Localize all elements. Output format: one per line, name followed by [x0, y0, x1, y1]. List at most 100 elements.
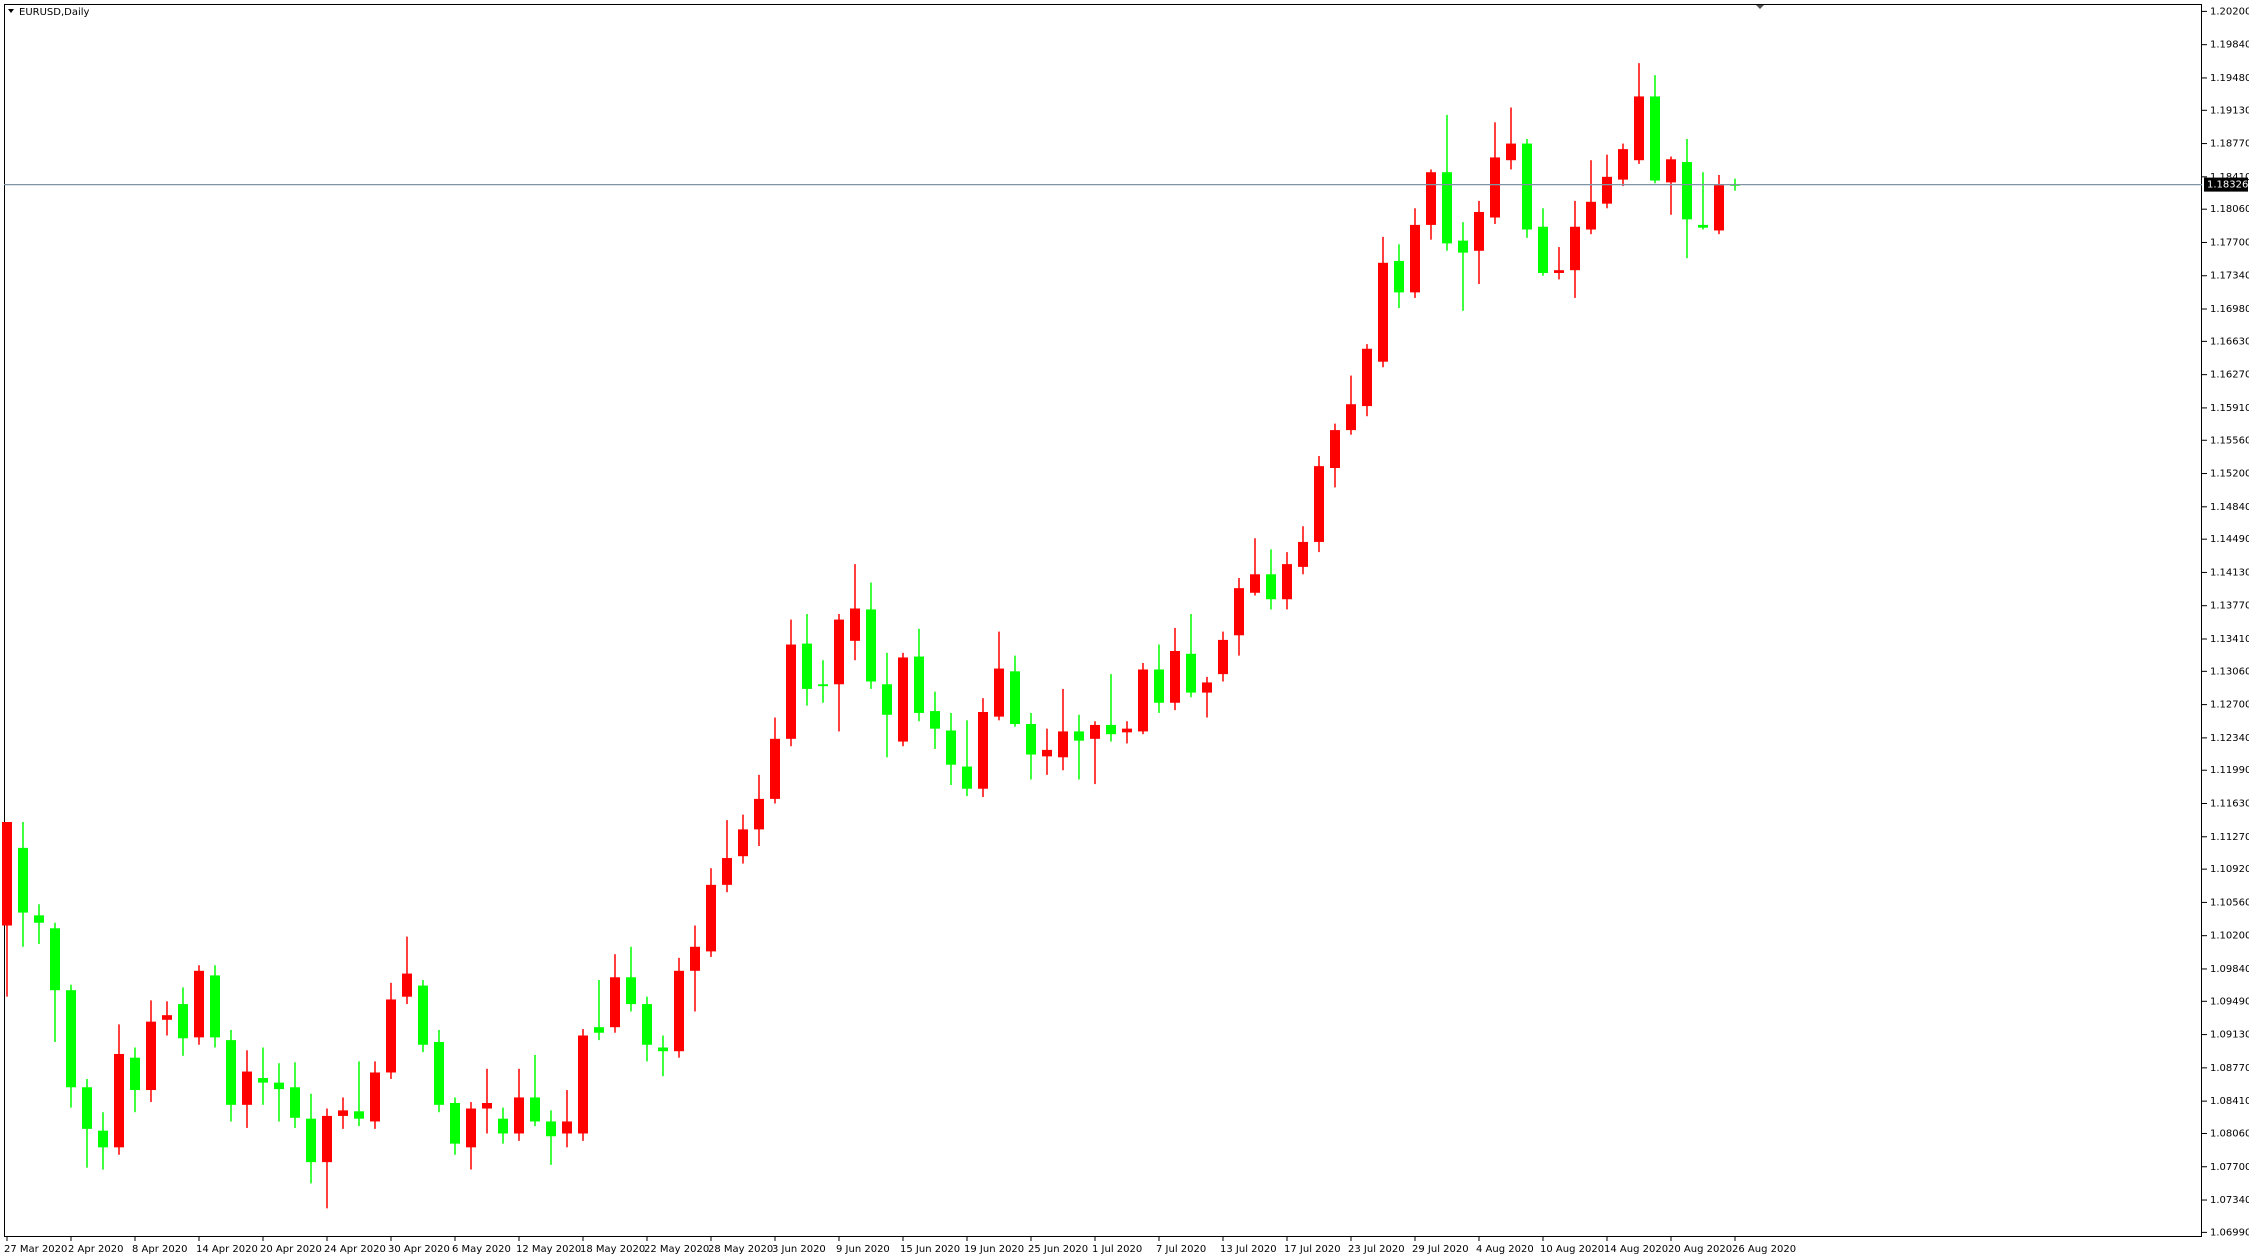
shift-marker[interactable] — [1756, 5, 1764, 9]
x-tick-label: 22 May 2020 — [644, 1244, 709, 1255]
candle-body — [1410, 224, 1420, 293]
candle-body — [578, 1035, 588, 1134]
y-tick-label: 1.08060 — [2210, 1128, 2249, 1139]
candle-body — [1698, 224, 1708, 228]
candle-body — [882, 684, 892, 715]
candle-body — [898, 657, 908, 742]
candle-body — [1202, 682, 1212, 693]
candle-body — [258, 1078, 268, 1083]
candle-body — [66, 990, 76, 1088]
y-tick-label: 1.15910 — [2210, 403, 2249, 414]
candle-body — [1362, 348, 1372, 407]
candle-body — [1346, 404, 1356, 431]
candle-body — [1314, 466, 1324, 542]
candle-body — [34, 915, 44, 923]
y-tick-label: 1.19130 — [2210, 105, 2249, 116]
candle-body — [1282, 564, 1292, 600]
y-tick-label: 1.11990 — [2210, 765, 2249, 776]
candle-body — [434, 1041, 444, 1105]
candle-body — [1618, 149, 1628, 180]
candle-body — [322, 1115, 332, 1163]
candle-body — [1138, 669, 1148, 732]
x-tick-label: 26 Aug 2020 — [1732, 1244, 1796, 1255]
candle-body — [1426, 172, 1436, 225]
x-tick-label: 2 Apr 2020 — [68, 1244, 123, 1255]
candle-body — [914, 656, 924, 713]
candle-body — [1026, 724, 1036, 755]
candle-body — [978, 712, 988, 789]
candle-body — [802, 643, 812, 689]
y-tick-label: 1.06990 — [2210, 1227, 2249, 1238]
candle-body — [1122, 728, 1132, 733]
candle-body — [466, 1108, 476, 1148]
chart-title: EURUSD,Daily — [19, 7, 90, 18]
candle-body — [1394, 260, 1404, 293]
y-tick-label: 1.17340 — [2210, 271, 2249, 282]
candle-body — [338, 1110, 348, 1116]
y-tick-label: 1.15560 — [2210, 435, 2249, 446]
candle-body — [1602, 176, 1612, 204]
candle-body — [626, 977, 636, 1005]
x-tick-label: 20 Apr 2020 — [260, 1244, 322, 1255]
x-tick-label: 7 Jul 2020 — [1156, 1244, 1206, 1255]
x-tick-label: 10 Aug 2020 — [1540, 1244, 1604, 1255]
y-tick-label: 1.17700 — [2210, 237, 2249, 248]
x-tick-label: 20 Aug 2020 — [1668, 1244, 1732, 1255]
candle-body — [1506, 143, 1516, 161]
candle-body — [706, 884, 716, 952]
candle-body — [818, 684, 828, 687]
y-tick-label: 1.10200 — [2210, 931, 2249, 942]
x-tick-label: 15 Jun 2020 — [900, 1244, 960, 1255]
candle-body — [674, 970, 684, 1052]
x-tick-label: 23 Jul 2020 — [1348, 1244, 1405, 1255]
candle-body — [290, 1087, 300, 1118]
candle-body — [1010, 671, 1020, 725]
candle-body — [210, 975, 220, 1038]
candle-body — [418, 985, 428, 1045]
y-tick-label: 1.14490 — [2210, 534, 2249, 545]
x-tick-label: 12 May 2020 — [516, 1244, 581, 1255]
candle-body — [962, 766, 972, 789]
menu-arrow[interactable] — [8, 9, 14, 13]
y-tick-label: 1.07340 — [2210, 1195, 2249, 1206]
x-tick-label: 6 May 2020 — [452, 1244, 511, 1255]
candle-body — [482, 1102, 492, 1109]
candle-body — [834, 619, 844, 685]
y-tick-label: 1.12340 — [2210, 733, 2249, 744]
candle-body — [50, 928, 60, 991]
candle-body — [114, 1053, 124, 1148]
y-tick-label: 1.08410 — [2210, 1096, 2249, 1107]
y-tick-label: 1.20200 — [2210, 6, 2249, 17]
candle-body — [1170, 651, 1180, 703]
candle-body — [242, 1071, 252, 1105]
x-tick-label: 8 Apr 2020 — [132, 1244, 187, 1255]
x-tick-label: 14 Apr 2020 — [196, 1244, 258, 1255]
y-tick-label: 1.16630 — [2210, 336, 2249, 347]
candle-body — [162, 1015, 172, 1020]
y-tick-label: 1.18770 — [2210, 139, 2249, 150]
candle-body — [1682, 162, 1692, 220]
x-tick-label: 19 Jun 2020 — [964, 1244, 1024, 1255]
candle-body — [594, 1027, 604, 1033]
y-tick-label: 1.11630 — [2210, 799, 2249, 810]
candle-body — [658, 1047, 668, 1052]
price-label-box — [2204, 177, 2248, 192]
candle-body — [1458, 240, 1468, 253]
candle-body — [1490, 157, 1500, 218]
candle-body — [1042, 749, 1052, 757]
x-tick-label: 27 Mar 2020 — [4, 1244, 67, 1255]
y-tick-label: 1.09490 — [2210, 996, 2249, 1007]
y-tick-label: 1.19480 — [2210, 73, 2249, 84]
candle-body — [402, 973, 412, 997]
candle-body — [1266, 574, 1276, 600]
candle-body — [530, 1097, 540, 1122]
candle-body — [370, 1072, 380, 1122]
price-label: 1.18326 — [2207, 180, 2248, 191]
candle-body — [930, 711, 940, 729]
candle-body — [1714, 185, 1724, 231]
candle-body — [866, 609, 876, 682]
candle-body — [1666, 159, 1676, 183]
candle-body — [98, 1130, 108, 1148]
candle-body — [770, 738, 780, 799]
